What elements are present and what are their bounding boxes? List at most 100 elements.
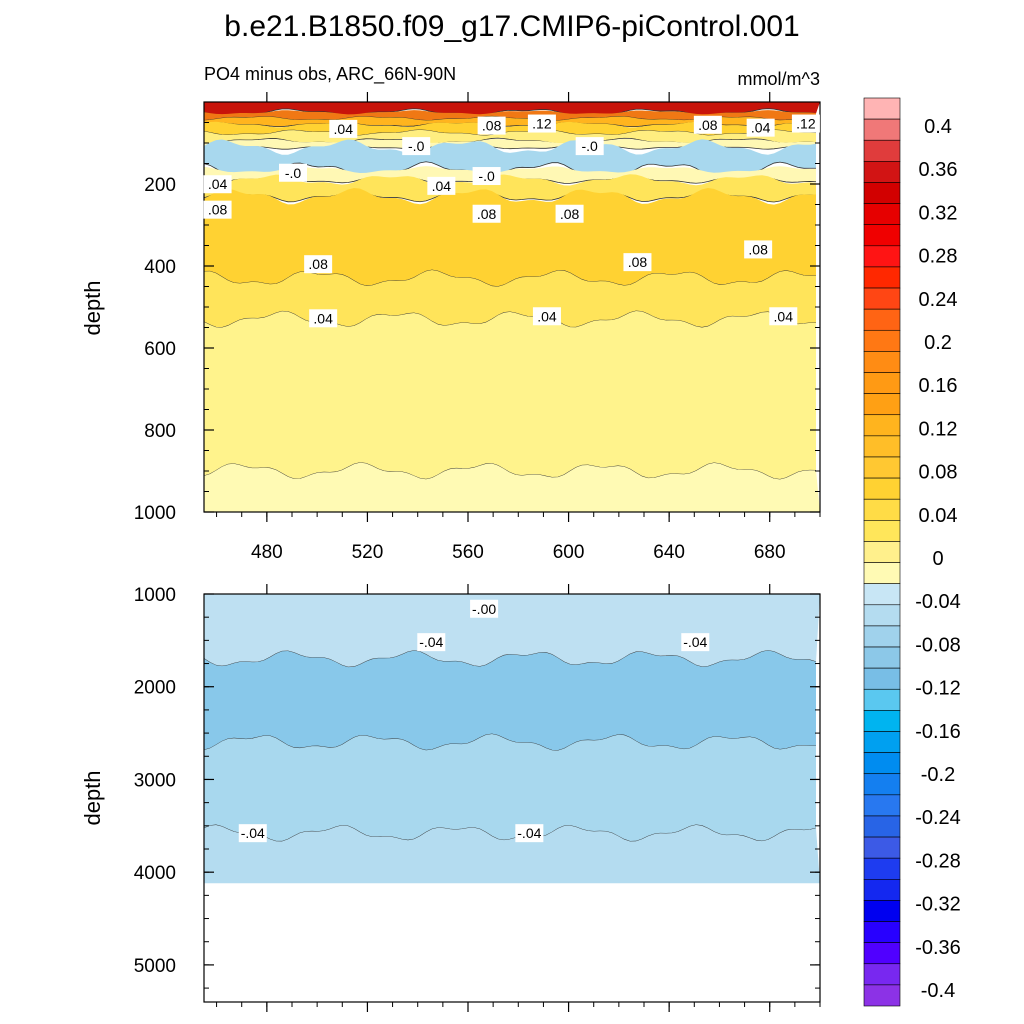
contour-label-bg — [417, 633, 446, 652]
x-tick-label: 600 — [553, 542, 585, 563]
contour-label: .04 — [774, 308, 794, 324]
colorbar-swatch — [863, 182, 901, 204]
colorbar-swatch — [863, 139, 901, 162]
contour-label: .08 — [560, 206, 580, 222]
y-tick-label: 5000 — [134, 956, 176, 977]
contour-label-bg — [575, 137, 604, 156]
colorbar-swatch — [863, 836, 901, 859]
colorbar-swatch — [863, 161, 901, 183]
colorbar-swatch — [863, 710, 901, 732]
colorbar-swatch — [863, 773, 901, 796]
colorbar-swatch — [863, 435, 901, 458]
colorbar-swatch — [863, 393, 901, 416]
colorbar-swatch — [863, 498, 901, 521]
colorbar-label: -0.04 — [915, 591, 961, 613]
contour-label-bg — [472, 204, 501, 223]
colorbar-swatch — [863, 963, 901, 986]
contour-label: .08 — [308, 256, 328, 272]
colorbar-swatch — [863, 287, 901, 310]
contour-label-bg — [203, 200, 232, 219]
contour-band — [204, 129, 816, 144]
panel-left-label: PO4 minus obs, ARC_66N-90N — [204, 64, 456, 85]
y-tick-label: 800 — [144, 421, 176, 442]
colorbar-swatch — [863, 520, 901, 542]
contour-label-bg — [681, 633, 710, 652]
contour-line — [203, 462, 817, 480]
contour-band — [204, 102, 820, 116]
contour-label: .04 — [208, 176, 228, 192]
contour-label: .08 — [628, 254, 648, 270]
upper-plot-area: 200 400 600 800 1000 480 520 560 600 640 680 .04 .08… — [134, 92, 821, 563]
colorbar-swatch — [863, 224, 901, 247]
colorbar-swatch — [863, 372, 901, 394]
contour-label-bg — [238, 824, 267, 843]
y-tick-label: 400 — [144, 257, 176, 278]
colorbar-label: -0.36 — [915, 937, 961, 959]
colorbar-label: 0.36 — [919, 159, 958, 181]
colorbar-label: -0.12 — [915, 678, 961, 700]
y-tick-label: 4000 — [134, 863, 176, 884]
y-tick-label: 3000 — [134, 770, 176, 791]
colorbar-swatch — [863, 731, 901, 753]
y-tick-label: 2000 — [134, 678, 176, 699]
colorbar-label: 0.28 — [919, 246, 958, 268]
contour-label-bg — [279, 163, 307, 182]
contour-label: .04 — [313, 310, 333, 326]
contour-band — [204, 462, 820, 512]
contour-label-bg — [744, 240, 773, 259]
contour-label-bg — [515, 824, 544, 843]
colorbar-label: -0.4 — [921, 980, 955, 1002]
colorbar-swatch — [863, 900, 901, 922]
colorbar-label: 0.2 — [924, 332, 952, 354]
contour-label: -.0 — [478, 168, 495, 184]
colorbar-swatch — [863, 308, 901, 331]
contour-band — [204, 174, 816, 202]
panel-units-label: mmol/m^3 — [738, 69, 820, 89]
colorbar-swatch — [863, 984, 901, 1007]
contour-label-bg — [769, 307, 798, 326]
colorbar-swatch — [863, 879, 901, 901]
lower-plot-area: 1000 2000 3000 4000 5000 -.00 -.04 -.04 -.04 -.04 — [134, 584, 821, 1012]
colorbar-swatch — [863, 942, 901, 965]
colorbar-swatch — [863, 646, 901, 669]
contour-label: -.0 — [408, 138, 425, 154]
contour-label: -.04 — [517, 825, 541, 841]
y-tick-label: 600 — [144, 339, 176, 360]
colorbar-swatch — [863, 625, 901, 648]
contour-label: .04 — [751, 120, 771, 136]
colorbar-swatch — [863, 266, 901, 289]
colorbar-label: 0.24 — [919, 289, 958, 311]
contour-label-bg — [623, 253, 652, 272]
contour-band — [204, 139, 816, 178]
colorbar-label: 0 — [932, 548, 943, 570]
contour-band — [204, 187, 816, 287]
colorbar-swatch — [863, 245, 901, 268]
plot-frame — [203, 593, 821, 1003]
colorbar-swatch — [863, 562, 901, 584]
colorbar-label: -0.16 — [915, 721, 961, 743]
contour-label: .08 — [482, 118, 502, 134]
contour-label-bg — [329, 119, 358, 138]
contour-label-bg — [746, 118, 775, 137]
x-tick-label: 640 — [653, 542, 685, 563]
colorbar-swatch — [863, 118, 901, 141]
colorbar-label: -0.24 — [915, 807, 961, 829]
contour-label-bg — [304, 255, 333, 274]
contour-label: .04 — [432, 178, 452, 194]
contour-label: .04 — [334, 121, 354, 137]
colorbar-label: 0.08 — [919, 462, 958, 484]
contour-band — [204, 650, 816, 751]
contour-label: .08 — [698, 117, 718, 133]
contour-label: .08 — [208, 202, 228, 218]
contour-band — [204, 824, 820, 884]
contour-band — [204, 594, 820, 668]
colorbar-swatch — [863, 329, 901, 352]
colorbar-label: 0.04 — [919, 505, 958, 527]
colorbar-label: 0.16 — [919, 375, 958, 397]
contour-label: -.0 — [285, 165, 302, 181]
colorbar-swatch — [863, 97, 901, 120]
contour-label: -.0 — [582, 138, 599, 154]
colorbar-swatch — [863, 667, 901, 690]
contour-band — [204, 110, 816, 121]
contour-label: .12 — [796, 116, 816, 132]
